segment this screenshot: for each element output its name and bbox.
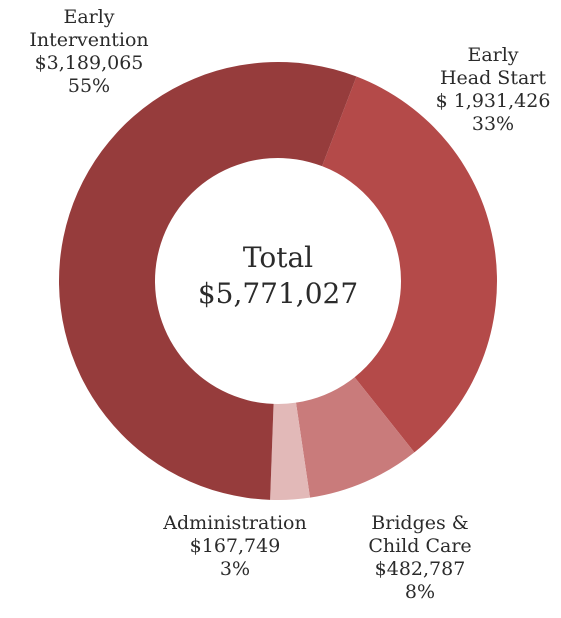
label-early-intervention-line2: Intervention xyxy=(29,29,149,51)
label-early-intervention-percent: 55% xyxy=(67,75,111,97)
label-early-head-start-amount: $ 1,931,426 xyxy=(435,90,551,112)
label-early-head-start: Early Head Start $ 1,931,426 33% xyxy=(425,44,561,136)
label-early-head-start-percent: 33% xyxy=(471,113,515,135)
slice-early-head-start xyxy=(322,76,497,453)
label-bridges-child-care: Bridges & Child Care $482,787 8% xyxy=(350,512,490,604)
label-bridges-line2: Child Care xyxy=(368,535,472,557)
center-total: Total $5,771,027 xyxy=(178,240,378,312)
slice-bridges-child-care xyxy=(295,377,415,498)
label-administration-amount: $167,749 xyxy=(189,535,281,557)
label-bridges-amount: $482,787 xyxy=(374,558,466,580)
label-early-intervention-line1: Early xyxy=(63,6,115,28)
total-value: $5,771,027 xyxy=(197,277,359,310)
label-early-head-start-line2: Head Start xyxy=(439,67,547,89)
total-title: Total xyxy=(242,241,314,274)
label-administration: Administration $167,749 3% xyxy=(140,512,330,581)
label-early-intervention: Early Intervention $3,189,065 55% xyxy=(4,6,174,98)
slice-early-intervention xyxy=(58,61,357,500)
label-administration-percent: 3% xyxy=(219,558,251,580)
label-early-head-start-line1: Early xyxy=(467,44,519,66)
label-bridges-percent: 8% xyxy=(404,581,436,603)
label-administration-line1: Administration xyxy=(163,512,307,534)
label-bridges-line1: Bridges & xyxy=(371,512,469,534)
label-early-intervention-amount: $3,189,065 xyxy=(34,52,144,74)
slice-administration xyxy=(270,402,310,500)
